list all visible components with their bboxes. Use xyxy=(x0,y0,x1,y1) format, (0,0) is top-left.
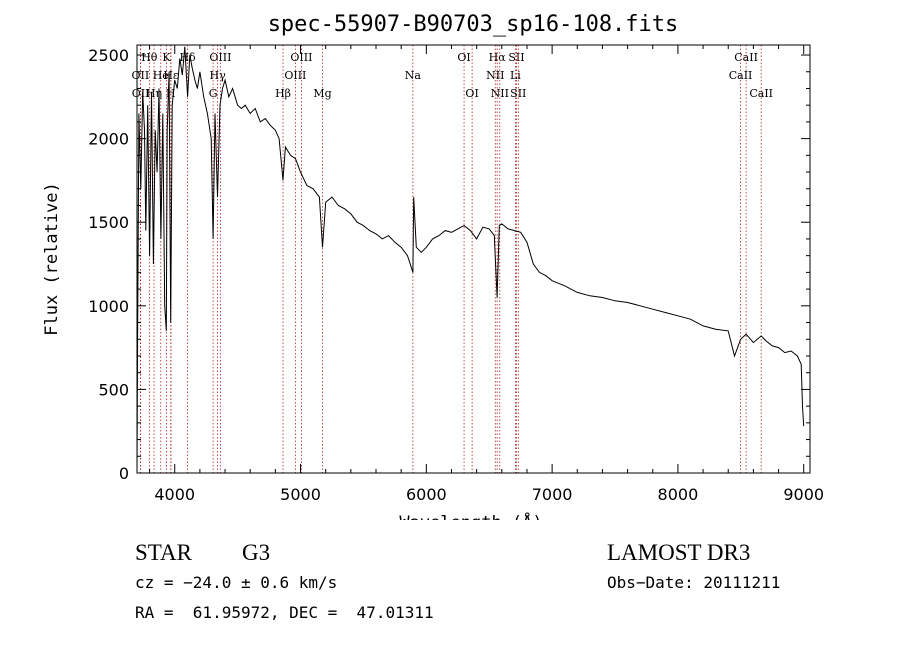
line-label-13: OIII xyxy=(290,51,312,64)
line-label-24: SII xyxy=(510,87,526,100)
x-tick-label-1: 5000 xyxy=(280,485,321,504)
line-label-19: Hα xyxy=(489,51,507,64)
y-tick-label-2: 1000 xyxy=(88,297,129,316)
x-tick-label-4: 8000 xyxy=(658,485,699,504)
observation-date: Obs−Date: 20111211 xyxy=(607,573,781,592)
line-label-10: Hγ xyxy=(210,69,227,82)
y-tick-label-1: 500 xyxy=(98,380,129,399)
line-label-25: CaII xyxy=(734,51,758,64)
line-label-8: Hδ xyxy=(179,51,196,64)
line-label-26: CaII xyxy=(729,69,753,82)
line-label-15: Mg xyxy=(313,87,331,100)
object-class: STAR xyxy=(135,540,192,565)
x-tick-label-2: 6000 xyxy=(406,485,447,504)
plot-frame xyxy=(136,44,811,474)
y-tick-label-0: 0 xyxy=(119,464,129,483)
x-tick-label-5: 9000 xyxy=(783,485,824,504)
line-label-4: Hη xyxy=(146,87,162,100)
redshift-velocity: cz = −24.0 ± 0.6 km/s xyxy=(135,573,338,592)
y-axis-label: Flux (relative) xyxy=(42,182,62,336)
line-label-0: Hθ xyxy=(141,51,158,64)
x-tick-label-3: 7000 xyxy=(532,485,573,504)
line-label-2: OII xyxy=(132,87,150,100)
y-tick-label-3: 1500 xyxy=(88,213,129,232)
line-label-17: OI xyxy=(457,51,470,64)
line-label-18: OI xyxy=(465,87,478,100)
flux-series-line xyxy=(136,46,805,474)
line-label-21: NII xyxy=(491,87,509,100)
x-tick-label-0: 4000 xyxy=(154,485,195,504)
line-label-11: G xyxy=(209,87,218,100)
line-label-16: Na xyxy=(405,69,422,82)
survey-name: LAMOST DR3 xyxy=(607,540,751,565)
axis-ticks: 4000 5000 6000 7000 8000 9000 0 500 1000 1500 2000… xyxy=(88,45,824,504)
line-label-6: Hε xyxy=(163,69,179,82)
line-label-23: Li xyxy=(510,69,521,82)
y-tick-label-5: 2500 xyxy=(88,46,129,65)
line-label-1: OII xyxy=(132,69,150,82)
chart-title: spec-55907-B90703_sp16-108.fits xyxy=(268,12,679,37)
line-label-9: OIII xyxy=(209,51,231,64)
line-label-27: CaII xyxy=(749,87,773,100)
line-label-20: NII xyxy=(486,69,504,82)
line-label-7: H xyxy=(166,87,176,100)
line-label-14: OIII xyxy=(284,69,306,82)
ra-dec-coordinates: RA = 61.95972, DEC = 47.01311 xyxy=(135,603,434,622)
object-subclass: G3 xyxy=(242,540,271,565)
line-label-3: He xyxy=(153,69,169,82)
x-axis-label: Wavelength (Å) xyxy=(399,511,542,520)
line-label-22: SII xyxy=(508,51,524,64)
line-label-12: Hβ xyxy=(275,87,291,100)
line-label-5: K xyxy=(162,51,171,64)
y-tick-label-4: 2000 xyxy=(88,130,129,149)
